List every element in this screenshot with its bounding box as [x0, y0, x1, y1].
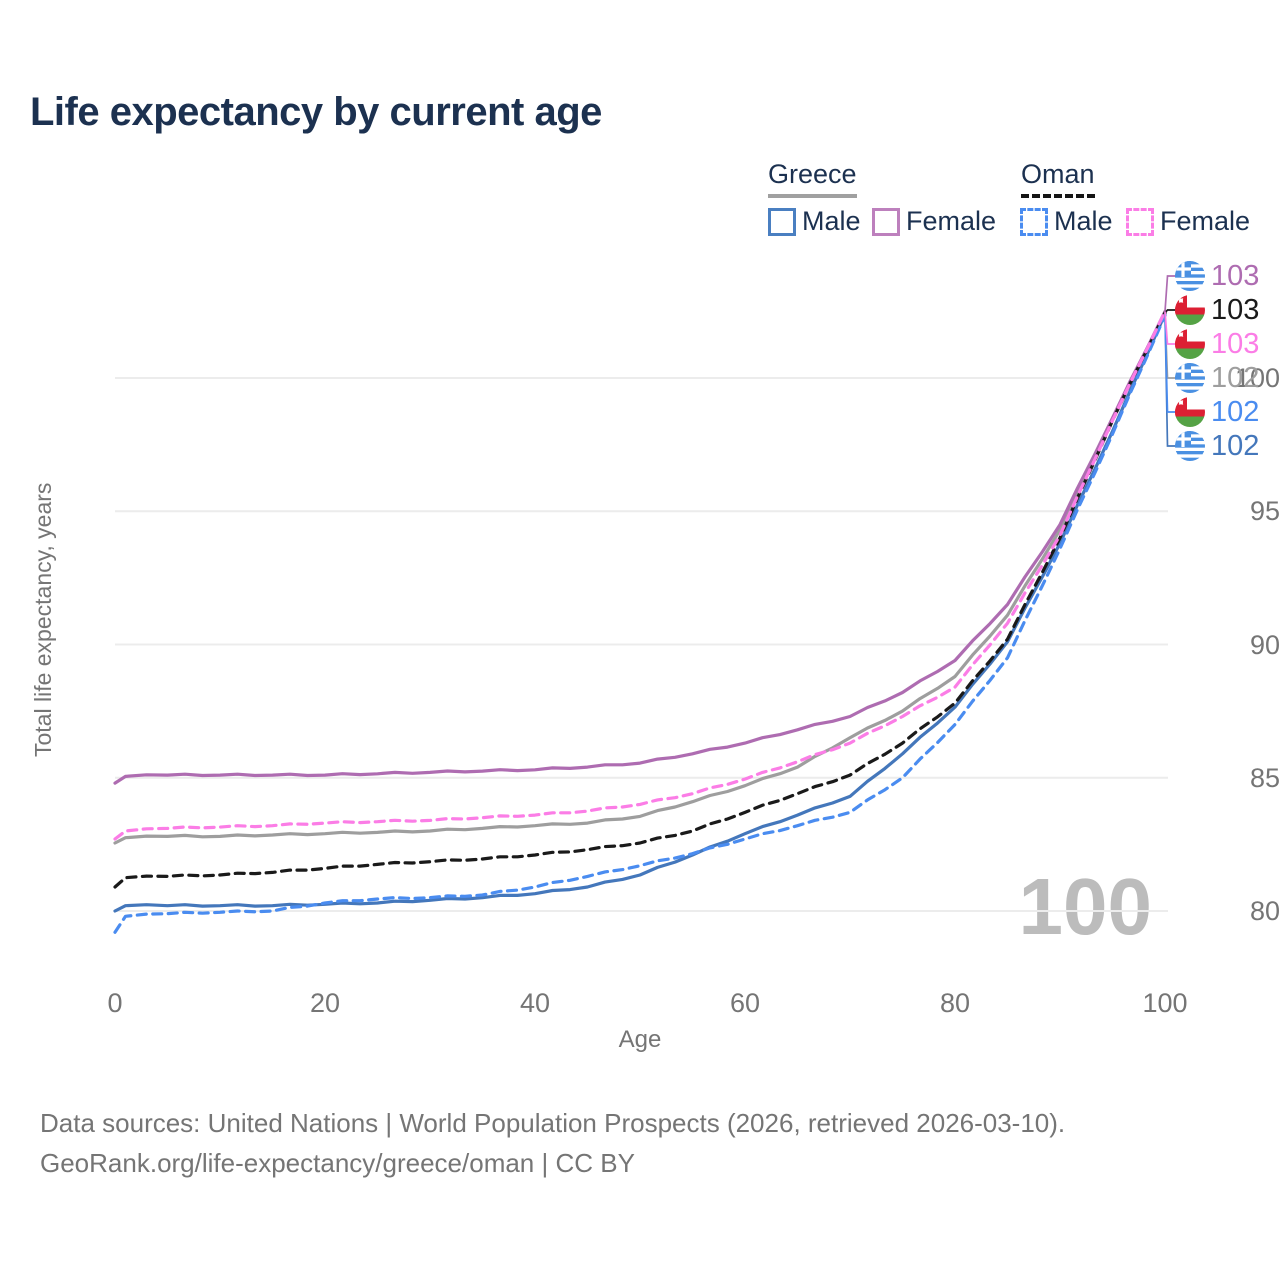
legend-item-oman-male[interactable]: Male: [1020, 206, 1113, 237]
legend-greece-label: Greece: [768, 159, 857, 198]
end-label-greece-female: 103: [1211, 260, 1260, 292]
page-title: Life expectancy by current age: [30, 90, 602, 134]
x-tick-100: 100: [1142, 988, 1188, 1018]
oman-male-swatch: [1020, 207, 1048, 236]
legend-group-oman: Oman: [1021, 159, 1095, 198]
legend-item-greece-male[interactable]: Male: [768, 206, 861, 237]
y-tick-90: 90: [1249, 629, 1280, 660]
x-tick-60: 60: [729, 988, 761, 1018]
end-label-greece-male: 102: [1211, 430, 1260, 462]
legend-item-label: Male: [802, 206, 861, 236]
oman-female-swatch: [1126, 207, 1154, 236]
x-tick-40: 40: [519, 988, 551, 1018]
legend-oman-label: Oman: [1021, 159, 1095, 198]
legend-group-greece: Greece: [768, 159, 857, 198]
legend-item-label: Female: [906, 206, 997, 236]
x-axis-title: Age: [618, 1026, 662, 1053]
legend-item-greece-female[interactable]: Female: [872, 206, 996, 237]
x-tick-80: 80: [939, 988, 971, 1018]
legend-item-label: Male: [1054, 206, 1113, 236]
legend-item-oman-female[interactable]: Female: [1126, 206, 1250, 237]
legend-item-label: Female: [1160, 206, 1251, 236]
y-axis-title: Total life expectancy, years: [30, 482, 56, 758]
y-tick-95: 95: [1249, 496, 1280, 527]
x-tick-20: 20: [309, 988, 341, 1018]
greece-female-swatch: [872, 207, 900, 236]
end-label-oman-both-sexes: 103: [1211, 294, 1260, 326]
end-label-greece-both-sexes: 102: [1211, 362, 1260, 394]
footer-attribution: GeoRank.org/life-expectancy/greece/oman …: [40, 1148, 635, 1178]
end-label-oman-female: 103: [1211, 328, 1260, 360]
end-label-oman-male: 102: [1211, 396, 1260, 428]
x-tick-0: 0: [107, 988, 123, 1018]
footer-data-sources: Data sources: United Nations | World Pop…: [40, 1108, 1066, 1138]
y-tick-80: 80: [1249, 896, 1280, 926]
y-tick-85: 85: [1249, 762, 1280, 793]
y-tick-100: 100: [1234, 363, 1280, 393]
watermark-age-100: 100: [1018, 862, 1152, 951]
greece-male-swatch: [768, 207, 796, 236]
